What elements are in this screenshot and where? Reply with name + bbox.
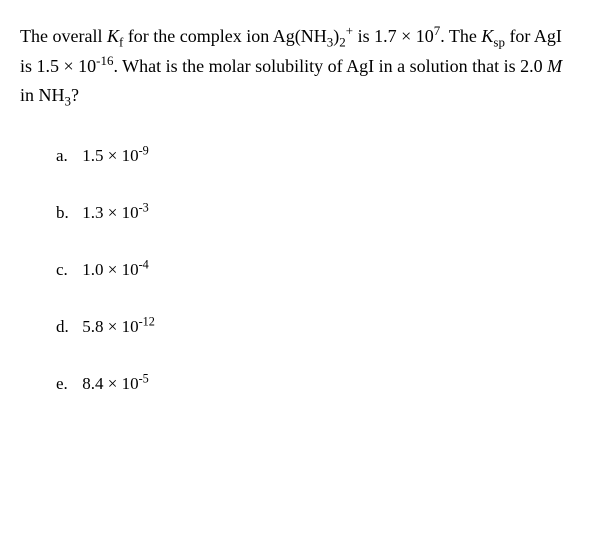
option-exponent: -9	[139, 143, 149, 157]
question-text: ?	[71, 85, 79, 105]
answer-option-a[interactable]: a. 1.5 × 10-9	[56, 146, 569, 166]
question-text: is 1.7 × 10	[353, 26, 434, 46]
answer-option-b[interactable]: b. 1.3 × 10-3	[56, 203, 569, 223]
option-exponent: -12	[139, 314, 155, 328]
question-stem: The overall Kf for the complex ion Ag(NH…	[20, 22, 569, 111]
option-value: 8.4 × 10	[82, 374, 138, 393]
option-value: 1.3 × 10	[82, 203, 138, 222]
option-value: 1.0 × 10	[82, 260, 138, 279]
exponent: -16	[96, 53, 113, 68]
question-text: . What is the molar solubility of AgI in…	[113, 56, 547, 76]
ksp-symbol: K	[481, 26, 493, 46]
complex-superscript: +	[346, 23, 353, 38]
option-value: 1.5 × 10	[82, 146, 138, 165]
ksp-subscript: sp	[493, 35, 505, 50]
question-text: for the complex ion Ag(NH	[123, 26, 326, 46]
question-text: The overall	[20, 26, 107, 46]
option-value: 5.8 × 10	[82, 317, 138, 336]
answer-option-c[interactable]: c. 1.0 × 10-4	[56, 260, 569, 280]
answer-option-d[interactable]: d. 5.8 × 10-12	[56, 317, 569, 337]
answer-option-e[interactable]: e. 8.4 × 10-5	[56, 374, 569, 394]
option-exponent: -4	[139, 257, 149, 271]
option-label: d.	[56, 317, 78, 337]
option-label: b.	[56, 203, 78, 223]
question-text: in NH	[20, 85, 65, 105]
option-exponent: -5	[139, 371, 149, 385]
option-exponent: -3	[139, 200, 149, 214]
option-label: c.	[56, 260, 78, 280]
question-text: . The	[440, 26, 481, 46]
option-label: a.	[56, 146, 78, 166]
option-label: e.	[56, 374, 78, 394]
answer-options: a. 1.5 × 10-9 b. 1.3 × 10-3 c. 1.0 × 10-…	[20, 146, 569, 394]
kf-symbol: K	[107, 26, 119, 46]
molar-symbol: M	[547, 56, 562, 76]
